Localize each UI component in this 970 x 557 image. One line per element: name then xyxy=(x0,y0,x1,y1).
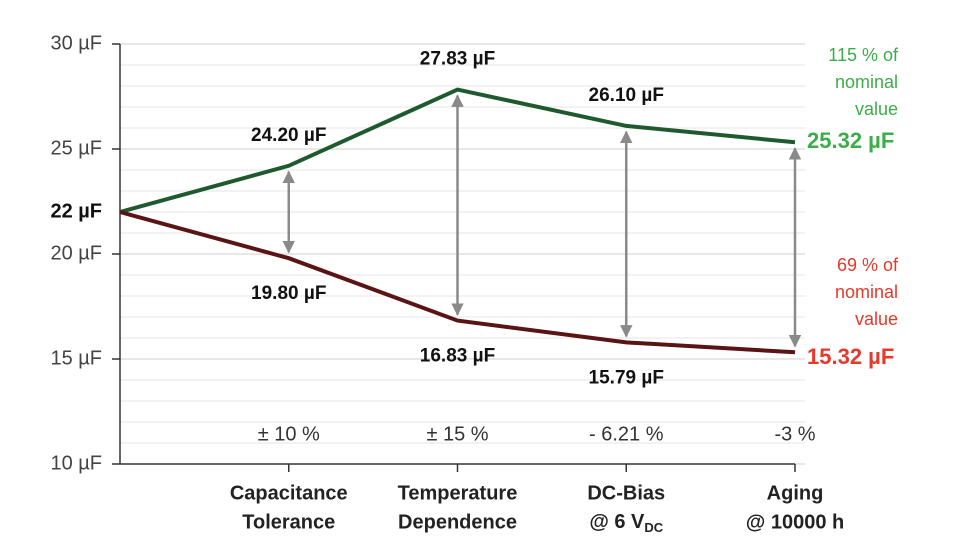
value-label: 27.83 µF xyxy=(420,49,495,70)
change-label: ± 15 % xyxy=(426,423,488,445)
change-label: -3 % xyxy=(774,423,815,445)
change-label: ± 10 % xyxy=(258,423,320,445)
x-tick-label: Temperature xyxy=(398,482,518,504)
value-label: 19.80 µF xyxy=(251,283,326,304)
x-tick-label: Tolerance xyxy=(242,511,335,533)
y-tick-label: 30 µF xyxy=(50,32,102,54)
series-line xyxy=(119,87,796,214)
y-tick-label: 15 µF xyxy=(50,347,102,369)
annotation: value xyxy=(855,309,898,329)
x-tick-label: Dependence xyxy=(398,511,517,533)
value-label: 22 µF xyxy=(50,200,102,222)
annotation: 115 % of xyxy=(828,45,899,65)
x-tick-label-part: @ 6 V xyxy=(589,511,645,533)
y-tick-label: 25 µF xyxy=(50,137,102,159)
x-tick-label: @ 10000 h xyxy=(746,511,844,533)
annotation: nominal xyxy=(835,72,898,92)
value-label: 16.83 µF xyxy=(420,346,495,367)
x-tick-label-subscript: DC xyxy=(644,520,663,535)
series-line xyxy=(119,210,796,355)
y-tick-label: 20 µF xyxy=(50,242,102,264)
value-label: 26.10 µF xyxy=(589,85,664,106)
value-label: 25.32 µF xyxy=(807,128,894,153)
y-tick-label: 10 µF xyxy=(50,452,102,474)
annotation: nominal xyxy=(835,282,898,302)
annotation: 69 % of xyxy=(837,255,899,275)
x-tick-label: Aging xyxy=(767,482,824,504)
value-label: 15.32 µF xyxy=(807,344,894,369)
x-tick-label: @ 6 VDC xyxy=(589,511,663,535)
annotation: value xyxy=(855,99,898,119)
x-tick-label: DC-Bias xyxy=(587,482,665,504)
value-label: 15.79 µF xyxy=(589,367,664,388)
value-label: 24.20 µF xyxy=(251,125,326,146)
x-tick-label: Capacitance xyxy=(230,482,348,504)
change-label: - 6.21 % xyxy=(589,423,664,445)
